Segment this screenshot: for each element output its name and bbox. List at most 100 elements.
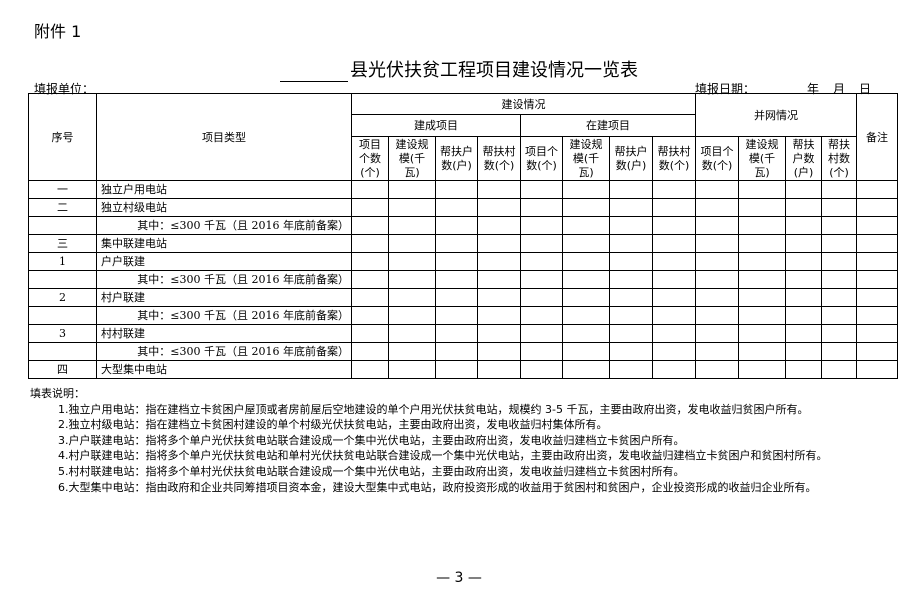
empty-cell[interactable] [821, 360, 857, 379]
empty-cell[interactable] [785, 216, 822, 235]
empty-cell[interactable] [435, 270, 478, 289]
empty-cell[interactable] [562, 288, 610, 307]
empty-cell[interactable] [477, 306, 521, 325]
empty-cell[interactable] [738, 180, 786, 199]
empty-cell[interactable] [738, 252, 786, 271]
empty-cell[interactable] [785, 342, 822, 361]
empty-cell[interactable] [738, 324, 786, 343]
empty-cell[interactable] [738, 288, 786, 307]
empty-cell[interactable] [785, 306, 822, 325]
empty-cell[interactable] [821, 306, 857, 325]
empty-cell[interactable] [562, 324, 610, 343]
empty-cell[interactable] [821, 342, 857, 361]
empty-cell[interactable] [652, 216, 696, 235]
empty-cell[interactable] [477, 360, 521, 379]
empty-cell[interactable] [435, 198, 478, 217]
empty-cell[interactable] [388, 288, 436, 307]
empty-cell[interactable] [785, 270, 822, 289]
empty-cell[interactable] [351, 360, 389, 379]
empty-cell[interactable] [785, 360, 822, 379]
empty-cell[interactable] [388, 324, 436, 343]
empty-cell[interactable] [652, 252, 696, 271]
empty-cell[interactable] [562, 306, 610, 325]
empty-cell[interactable] [652, 270, 696, 289]
empty-cell[interactable] [695, 360, 739, 379]
empty-cell[interactable] [609, 216, 653, 235]
empty-cell[interactable] [351, 216, 389, 235]
empty-cell[interactable] [785, 252, 822, 271]
empty-cell[interactable] [562, 252, 610, 271]
empty-cell[interactable] [520, 306, 563, 325]
empty-cell[interactable] [562, 360, 610, 379]
empty-cell[interactable] [738, 360, 786, 379]
empty-cell[interactable] [520, 180, 563, 199]
empty-cell[interactable] [738, 342, 786, 361]
empty-cell[interactable] [477, 324, 521, 343]
empty-cell[interactable] [520, 216, 563, 235]
empty-cell[interactable] [856, 360, 898, 379]
empty-cell[interactable] [609, 270, 653, 289]
empty-cell[interactable] [562, 180, 610, 199]
empty-cell[interactable] [652, 180, 696, 199]
empty-cell[interactable] [520, 270, 563, 289]
empty-cell[interactable] [738, 216, 786, 235]
empty-cell[interactable] [695, 252, 739, 271]
empty-cell[interactable] [609, 180, 653, 199]
empty-cell[interactable] [388, 360, 436, 379]
empty-cell[interactable] [856, 180, 898, 199]
empty-cell[interactable] [695, 324, 739, 343]
empty-cell[interactable] [785, 198, 822, 217]
empty-cell[interactable] [695, 234, 739, 253]
empty-cell[interactable] [388, 234, 436, 253]
empty-cell[interactable] [562, 198, 610, 217]
empty-cell[interactable] [562, 270, 610, 289]
empty-cell[interactable] [520, 342, 563, 361]
empty-cell[interactable] [477, 342, 521, 361]
empty-cell[interactable] [856, 234, 898, 253]
empty-cell[interactable] [821, 288, 857, 307]
empty-cell[interactable] [785, 234, 822, 253]
empty-cell[interactable] [477, 198, 521, 217]
empty-cell[interactable] [695, 198, 739, 217]
empty-cell[interactable] [856, 306, 898, 325]
empty-cell[interactable] [609, 360, 653, 379]
empty-cell[interactable] [477, 180, 521, 199]
empty-cell[interactable] [477, 252, 521, 271]
empty-cell[interactable] [435, 324, 478, 343]
empty-cell[interactable] [388, 306, 436, 325]
empty-cell[interactable] [520, 288, 563, 307]
empty-cell[interactable] [520, 252, 563, 271]
empty-cell[interactable] [695, 306, 739, 325]
empty-cell[interactable] [695, 342, 739, 361]
empty-cell[interactable] [609, 234, 653, 253]
empty-cell[interactable] [609, 198, 653, 217]
empty-cell[interactable] [351, 198, 389, 217]
empty-cell[interactable] [351, 288, 389, 307]
empty-cell[interactable] [695, 288, 739, 307]
empty-cell[interactable] [520, 360, 563, 379]
empty-cell[interactable] [388, 198, 436, 217]
empty-cell[interactable] [520, 234, 563, 253]
empty-cell[interactable] [435, 360, 478, 379]
empty-cell[interactable] [821, 180, 857, 199]
empty-cell[interactable] [477, 234, 521, 253]
empty-cell[interactable] [856, 198, 898, 217]
empty-cell[interactable] [351, 270, 389, 289]
empty-cell[interactable] [821, 324, 857, 343]
empty-cell[interactable] [695, 270, 739, 289]
empty-cell[interactable] [435, 288, 478, 307]
empty-cell[interactable] [652, 342, 696, 361]
empty-cell[interactable] [856, 324, 898, 343]
empty-cell[interactable] [856, 270, 898, 289]
empty-cell[interactable] [609, 252, 653, 271]
empty-cell[interactable] [562, 234, 610, 253]
empty-cell[interactable] [652, 234, 696, 253]
empty-cell[interactable] [652, 288, 696, 307]
empty-cell[interactable] [856, 252, 898, 271]
empty-cell[interactable] [785, 324, 822, 343]
empty-cell[interactable] [477, 288, 521, 307]
empty-cell[interactable] [609, 306, 653, 325]
empty-cell[interactable] [520, 324, 563, 343]
empty-cell[interactable] [821, 216, 857, 235]
empty-cell[interactable] [652, 360, 696, 379]
